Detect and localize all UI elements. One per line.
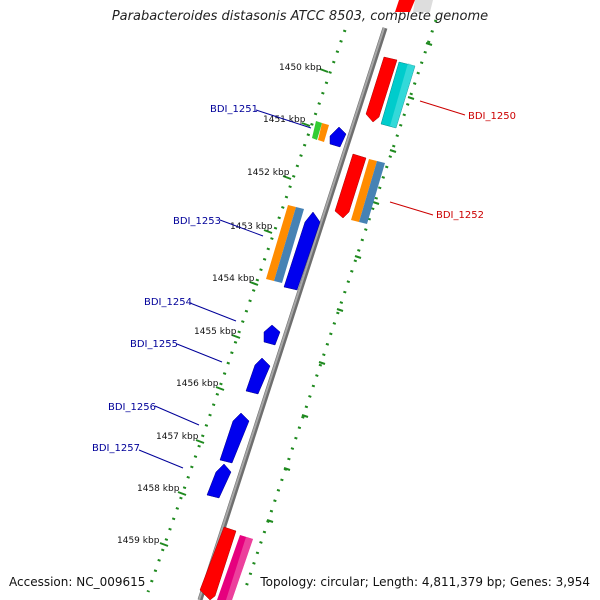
- gene-label-bdi-1253: BDI_1253: [173, 216, 221, 227]
- gene-label-bdi-1250: BDI_1250: [468, 111, 516, 122]
- genome-backbone: [197, 27, 388, 600]
- right-track-ticks: [266, 42, 433, 523]
- gene-label-bdi-1254: BDI_1254: [144, 297, 192, 308]
- gene-bdi-1256[interactable]: [219, 412, 250, 464]
- scale-ticks: [159, 68, 329, 547]
- scale-label-1458: 1458 kbp: [137, 484, 180, 494]
- feature-track-right: [243, 19, 438, 591]
- scale-label-1456: 1456 kbp: [176, 379, 219, 389]
- scale-label-1457: 1457 kbp: [156, 432, 199, 442]
- scale-track-outer: [146, 29, 347, 593]
- scale-label-1452: 1452 kbp: [247, 168, 290, 178]
- feature-bottom-red-pink[interactable]: [199, 526, 253, 600]
- gene-bdi-1252[interactable]: [334, 153, 385, 224]
- scale-label-1459: 1459 kbp: [117, 536, 160, 546]
- genome-summary-label: Topology: circular; Length: 4,811,379 bp…: [260, 575, 590, 589]
- gene-label-bdi-1251: BDI_1251: [210, 104, 258, 115]
- accession-label: Accession: NC_009615: [9, 575, 146, 589]
- scale-label-1451: 1451 kbp: [263, 115, 306, 125]
- gene-bdi-1250[interactable]: [365, 56, 416, 129]
- gene-bdi-1251[interactable]: [312, 121, 347, 148]
- gene-label-bdi-1257: BDI_1257: [92, 443, 140, 454]
- gene-label-bdi-1255: BDI_1255: [130, 339, 178, 350]
- map-title: Parabacteroides distasonis ATCC 8503, co…: [111, 9, 489, 24]
- scale-label-1453: 1453 kbp: [230, 222, 273, 232]
- gene-label-bdi-1256: BDI_1256: [108, 402, 156, 413]
- gene-leader-lines: [138, 100, 466, 469]
- gene-bdi-1253[interactable]: [266, 205, 321, 291]
- scale-label-1450: 1450 kbp: [279, 63, 322, 73]
- scale-label-1454: 1454 kbp: [212, 274, 255, 284]
- gene-bdi-1255[interactable]: [245, 357, 271, 395]
- gene-bdi-1254[interactable]: [263, 324, 281, 346]
- scale-label-1455: 1455 kbp: [194, 327, 237, 337]
- gene-label-bdi-1252: BDI_1252: [436, 210, 484, 221]
- gene-bdi-1257[interactable]: [206, 463, 232, 499]
- feature-top-partial[interactable]: [395, 0, 433, 12]
